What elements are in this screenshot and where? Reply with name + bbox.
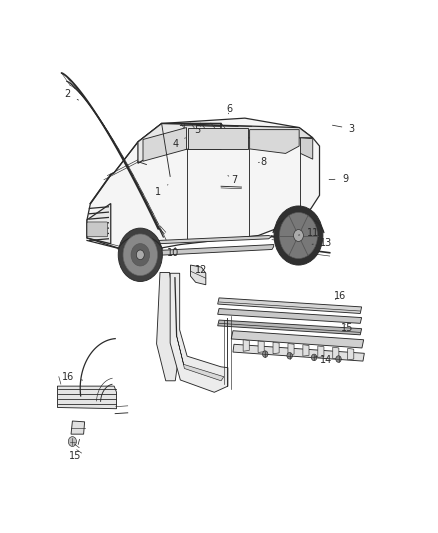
Circle shape: [131, 244, 149, 266]
Text: 4: 4: [172, 138, 185, 149]
Polygon shape: [288, 343, 294, 355]
Text: 14: 14: [315, 356, 332, 365]
Text: 1: 1: [155, 184, 168, 197]
Polygon shape: [128, 245, 274, 257]
Text: 7: 7: [228, 175, 238, 185]
Circle shape: [274, 206, 323, 265]
Polygon shape: [87, 118, 320, 249]
Polygon shape: [273, 342, 279, 354]
Polygon shape: [170, 273, 228, 392]
Polygon shape: [218, 309, 362, 324]
Polygon shape: [156, 272, 180, 381]
Polygon shape: [188, 128, 248, 149]
Polygon shape: [318, 346, 324, 358]
Text: 15: 15: [341, 323, 353, 333]
Circle shape: [68, 437, 77, 447]
Polygon shape: [348, 349, 354, 360]
Polygon shape: [162, 124, 313, 138]
Text: 6: 6: [226, 104, 233, 114]
Text: 9: 9: [329, 174, 348, 184]
Text: 16: 16: [62, 372, 83, 382]
Polygon shape: [233, 344, 364, 361]
Polygon shape: [250, 130, 299, 154]
Circle shape: [136, 250, 144, 260]
Text: 11: 11: [298, 228, 319, 238]
Polygon shape: [218, 298, 362, 313]
Text: 3: 3: [332, 124, 355, 134]
Circle shape: [123, 234, 158, 276]
Circle shape: [262, 351, 268, 358]
Text: 12: 12: [194, 265, 207, 276]
Polygon shape: [191, 265, 206, 285]
Polygon shape: [87, 204, 111, 244]
Circle shape: [311, 354, 317, 361]
Text: 2: 2: [64, 89, 78, 100]
Text: 16: 16: [334, 291, 346, 301]
Polygon shape: [175, 277, 224, 381]
Polygon shape: [218, 320, 362, 335]
Polygon shape: [71, 421, 85, 434]
Polygon shape: [258, 341, 264, 352]
Text: 13: 13: [312, 238, 332, 248]
Circle shape: [279, 213, 318, 259]
Polygon shape: [333, 347, 339, 359]
Polygon shape: [231, 330, 364, 348]
Polygon shape: [300, 138, 313, 159]
Polygon shape: [303, 345, 309, 356]
Text: 5: 5: [194, 125, 201, 135]
Text: 10: 10: [167, 247, 180, 258]
Text: 15: 15: [69, 439, 81, 462]
Polygon shape: [138, 124, 221, 163]
Text: 8: 8: [258, 157, 267, 167]
Polygon shape: [57, 386, 117, 409]
Polygon shape: [243, 340, 249, 351]
Circle shape: [293, 230, 304, 241]
Polygon shape: [143, 127, 187, 161]
Circle shape: [336, 356, 341, 362]
Circle shape: [118, 228, 162, 281]
Polygon shape: [123, 236, 272, 245]
Circle shape: [287, 352, 293, 359]
FancyBboxPatch shape: [87, 222, 108, 237]
